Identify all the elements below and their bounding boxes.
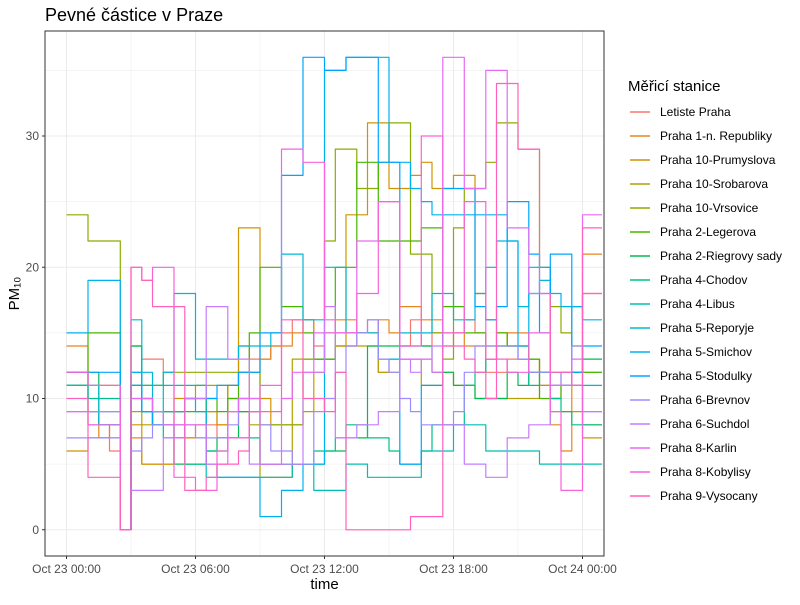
legend-label: Praha 4-Libus bbox=[660, 297, 735, 311]
x-tick-label: Oct 23 06:00 bbox=[161, 562, 230, 576]
legend-label: Praha 2-Riegrovy sady bbox=[660, 249, 782, 263]
legend-label: Praha 10-Srobarova bbox=[660, 177, 768, 191]
legend-label: Praha 10-Vrsovice bbox=[660, 201, 759, 215]
legend-title: Měřicí stanice bbox=[628, 78, 721, 95]
x-axis-title: time bbox=[310, 576, 338, 593]
legend-label: Praha 9-Vysocany bbox=[660, 489, 758, 503]
legend-label: Praha 1-n. Republiky bbox=[660, 129, 772, 143]
series-line-14 bbox=[66, 306, 602, 531]
legend-label: Praha 5-Stodulky bbox=[660, 369, 752, 383]
series-line-17 bbox=[66, 82, 602, 531]
legend-label: Praha 4-Chodov bbox=[660, 273, 747, 287]
y-tick-label: 20 bbox=[26, 260, 40, 274]
legend-label: Praha 2-Legerova bbox=[660, 225, 756, 239]
y-tick-label: 10 bbox=[26, 392, 40, 406]
legend-label: Letiste Praha bbox=[660, 105, 731, 119]
y-tick-label: 0 bbox=[32, 523, 39, 537]
legend-label: Praha 10-Prumyslova bbox=[660, 153, 776, 167]
y-axis-title: PM₁₀ bbox=[6, 277, 23, 311]
legend-label: Praha 6-Brevnov bbox=[660, 393, 750, 407]
x-tick-label: Oct 23 18:00 bbox=[419, 562, 488, 576]
x-tick-label: Oct 23 12:00 bbox=[290, 562, 359, 576]
axis-ticks: 0 10 20 30 Oct 23 00:00 Oct 23 06:00 Oct 23 12… bbox=[26, 129, 618, 576]
legend: Letiste Praha Praha 1-n. Republiky Praha 1… bbox=[630, 105, 782, 503]
chart-title: Pevné částice v Praze bbox=[45, 5, 223, 25]
series-line-16 bbox=[66, 135, 602, 531]
x-tick-label: Oct 24 00:00 bbox=[548, 562, 617, 576]
y-tick-label: 30 bbox=[26, 129, 40, 143]
legend-label: Praha 5-Smichov bbox=[660, 345, 752, 359]
legend-label: Praha 8-Karlin bbox=[660, 441, 737, 455]
series-lines bbox=[66, 56, 602, 531]
legend-label: Praha 5-Reporyje bbox=[660, 321, 754, 335]
x-tick-label: Oct 23 00:00 bbox=[32, 562, 101, 576]
legend-label: Praha 6-Suchdol bbox=[660, 417, 749, 431]
legend-label: Praha 8-Kobylisy bbox=[660, 465, 751, 479]
